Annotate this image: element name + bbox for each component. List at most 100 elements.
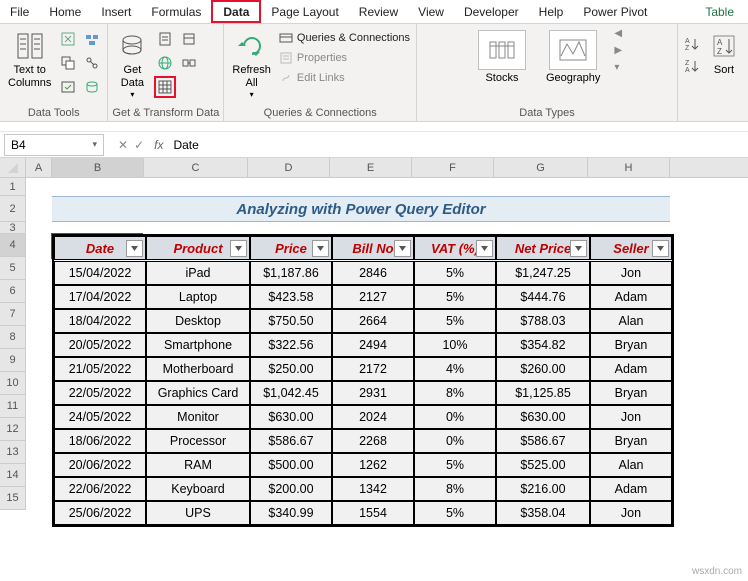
table-cell[interactable]: 5% (414, 309, 496, 333)
table-cell[interactable]: Adam (590, 477, 672, 501)
tab-developer[interactable]: Developer (454, 0, 529, 23)
table-cell[interactable]: $260.00 (496, 357, 590, 381)
table-cell[interactable]: $500.00 (250, 453, 332, 477)
table-cell[interactable]: UPS (146, 501, 250, 525)
sort-desc-button[interactable]: ZA (682, 56, 702, 76)
table-cell[interactable]: Jon (590, 501, 672, 525)
table-cell[interactable]: 10% (414, 333, 496, 357)
tab-file[interactable]: File (0, 0, 39, 23)
row-header-12[interactable]: 12 (0, 418, 25, 441)
table-header-price[interactable]: Price (250, 236, 332, 260)
consolidate-button[interactable] (81, 28, 103, 50)
table-cell[interactable]: 2494 (332, 333, 414, 357)
fx-icon[interactable]: fx (150, 138, 167, 152)
row-header-2[interactable]: 2 (0, 196, 25, 222)
filter-button[interactable] (312, 240, 329, 257)
filter-button[interactable] (476, 240, 493, 257)
table-header-date[interactable]: Date (54, 236, 146, 260)
row-header-9[interactable]: 9 (0, 349, 25, 372)
recent-sources-button[interactable] (178, 28, 200, 50)
table-cell[interactable]: $200.00 (250, 477, 332, 501)
table-row[interactable]: 22/06/2022Keyboard$200.0013428%$216.00Ad… (54, 477, 672, 501)
filter-button[interactable] (652, 240, 669, 257)
relationships-button[interactable] (81, 52, 103, 74)
table-cell[interactable]: Alan (590, 309, 672, 333)
table-cell[interactable]: $423.58 (250, 285, 332, 309)
table-cell[interactable]: $586.67 (250, 429, 332, 453)
table-row[interactable]: 20/05/2022Smartphone$322.56249410%$354.8… (54, 333, 672, 357)
table-cell[interactable]: $354.82 (496, 333, 590, 357)
table-cell[interactable]: 2024 (332, 405, 414, 429)
sort-asc-button[interactable]: AZ (682, 34, 702, 54)
table-row[interactable]: 15/04/2022iPad$1,187.8628465%$1,247.25Jo… (54, 261, 672, 285)
formula-input[interactable] (167, 134, 748, 156)
from-table-range-button[interactable] (154, 76, 176, 98)
table-cell[interactable]: 15/04/2022 (54, 261, 146, 285)
table-cell[interactable]: 5% (414, 453, 496, 477)
table-cell[interactable]: $216.00 (496, 477, 590, 501)
table-cell[interactable]: $630.00 (496, 405, 590, 429)
table-header-product[interactable]: Product (146, 236, 250, 260)
table-cell[interactable]: Laptop (146, 285, 250, 309)
table-cell[interactable]: 1342 (332, 477, 414, 501)
table-cell[interactable]: Adam (590, 357, 672, 381)
table-cell[interactable]: 2268 (332, 429, 414, 453)
table-cell[interactable]: Jon (590, 405, 672, 429)
table-cell[interactable]: $1,187.86 (250, 261, 332, 285)
table-cell[interactable]: 18/04/2022 (54, 309, 146, 333)
table-cell[interactable]: 24/05/2022 (54, 405, 146, 429)
table-row[interactable]: 21/05/2022Motherboard$250.0021724%$260.0… (54, 357, 672, 381)
name-box[interactable]: B4 ▾ (4, 134, 104, 156)
row-header-13[interactable]: 13 (0, 441, 25, 464)
from-text-csv-button[interactable] (154, 28, 176, 50)
row-header-1[interactable]: 1 (0, 178, 25, 196)
tab-page-layout[interactable]: Page Layout (261, 0, 348, 23)
chevron-left-icon[interactable]: ◀ (614, 28, 622, 39)
row-header-10[interactable]: 10 (0, 372, 25, 395)
row-header-11[interactable]: 11 (0, 395, 25, 418)
table-cell[interactable]: $525.00 (496, 453, 590, 477)
table-cell[interactable]: Motherboard (146, 357, 250, 381)
filter-button[interactable] (230, 240, 247, 257)
row-header-8[interactable]: 8 (0, 326, 25, 349)
row-header-15[interactable]: 15 (0, 487, 25, 510)
from-web-button[interactable] (154, 52, 176, 74)
table-cell[interactable]: 1554 (332, 501, 414, 525)
row-header-5[interactable]: 5 (0, 257, 25, 280)
table-cell[interactable]: $630.00 (250, 405, 332, 429)
table-cell[interactable]: $358.04 (496, 501, 590, 525)
tab-data[interactable]: Data (211, 0, 261, 23)
table-cell[interactable]: $586.67 (496, 429, 590, 453)
tab-home[interactable]: Home (39, 0, 91, 23)
tab-review[interactable]: Review (349, 0, 408, 23)
row-header-3[interactable]: 3 (0, 222, 25, 234)
stocks-button[interactable]: Stocks (472, 28, 532, 86)
table-header-seller[interactable]: Seller (590, 236, 672, 260)
table-cell[interactable]: Adam (590, 285, 672, 309)
tab-view[interactable]: View (408, 0, 454, 23)
table-row[interactable]: 17/04/2022Laptop$423.5821275%$444.76Adam (54, 285, 672, 309)
filter-button[interactable] (570, 240, 587, 257)
table-row[interactable]: 18/06/2022Processor$586.6722680%$586.67B… (54, 429, 672, 453)
row-header-4[interactable]: 4 (0, 234, 25, 257)
data-validation-button[interactable] (57, 76, 79, 98)
col-header-G[interactable]: G (494, 158, 588, 177)
table-cell[interactable]: 22/05/2022 (54, 381, 146, 405)
table-cell[interactable]: Bryan (590, 429, 672, 453)
table-header-vat-[interactable]: VAT (%) (414, 236, 496, 260)
table-cell[interactable]: Desktop (146, 309, 250, 333)
table-header-bill-no[interactable]: Bill No (332, 236, 414, 260)
table-cell[interactable]: Bryan (590, 381, 672, 405)
table-cell[interactable]: Keyboard (146, 477, 250, 501)
table-cell[interactable]: Processor (146, 429, 250, 453)
enter-formula-icon[interactable]: ✓ (134, 138, 144, 152)
table-cell[interactable]: 2172 (332, 357, 414, 381)
select-all-button[interactable] (0, 158, 26, 177)
table-cell[interactable]: 20/06/2022 (54, 453, 146, 477)
filter-button[interactable] (126, 240, 143, 257)
table-cell[interactable]: 5% (414, 285, 496, 309)
refresh-all-button[interactable]: Refresh All ▾ (228, 28, 275, 102)
table-cell[interactable]: $250.00 (250, 357, 332, 381)
table-cell[interactable]: 25/06/2022 (54, 501, 146, 525)
col-header-H[interactable]: H (588, 158, 670, 177)
